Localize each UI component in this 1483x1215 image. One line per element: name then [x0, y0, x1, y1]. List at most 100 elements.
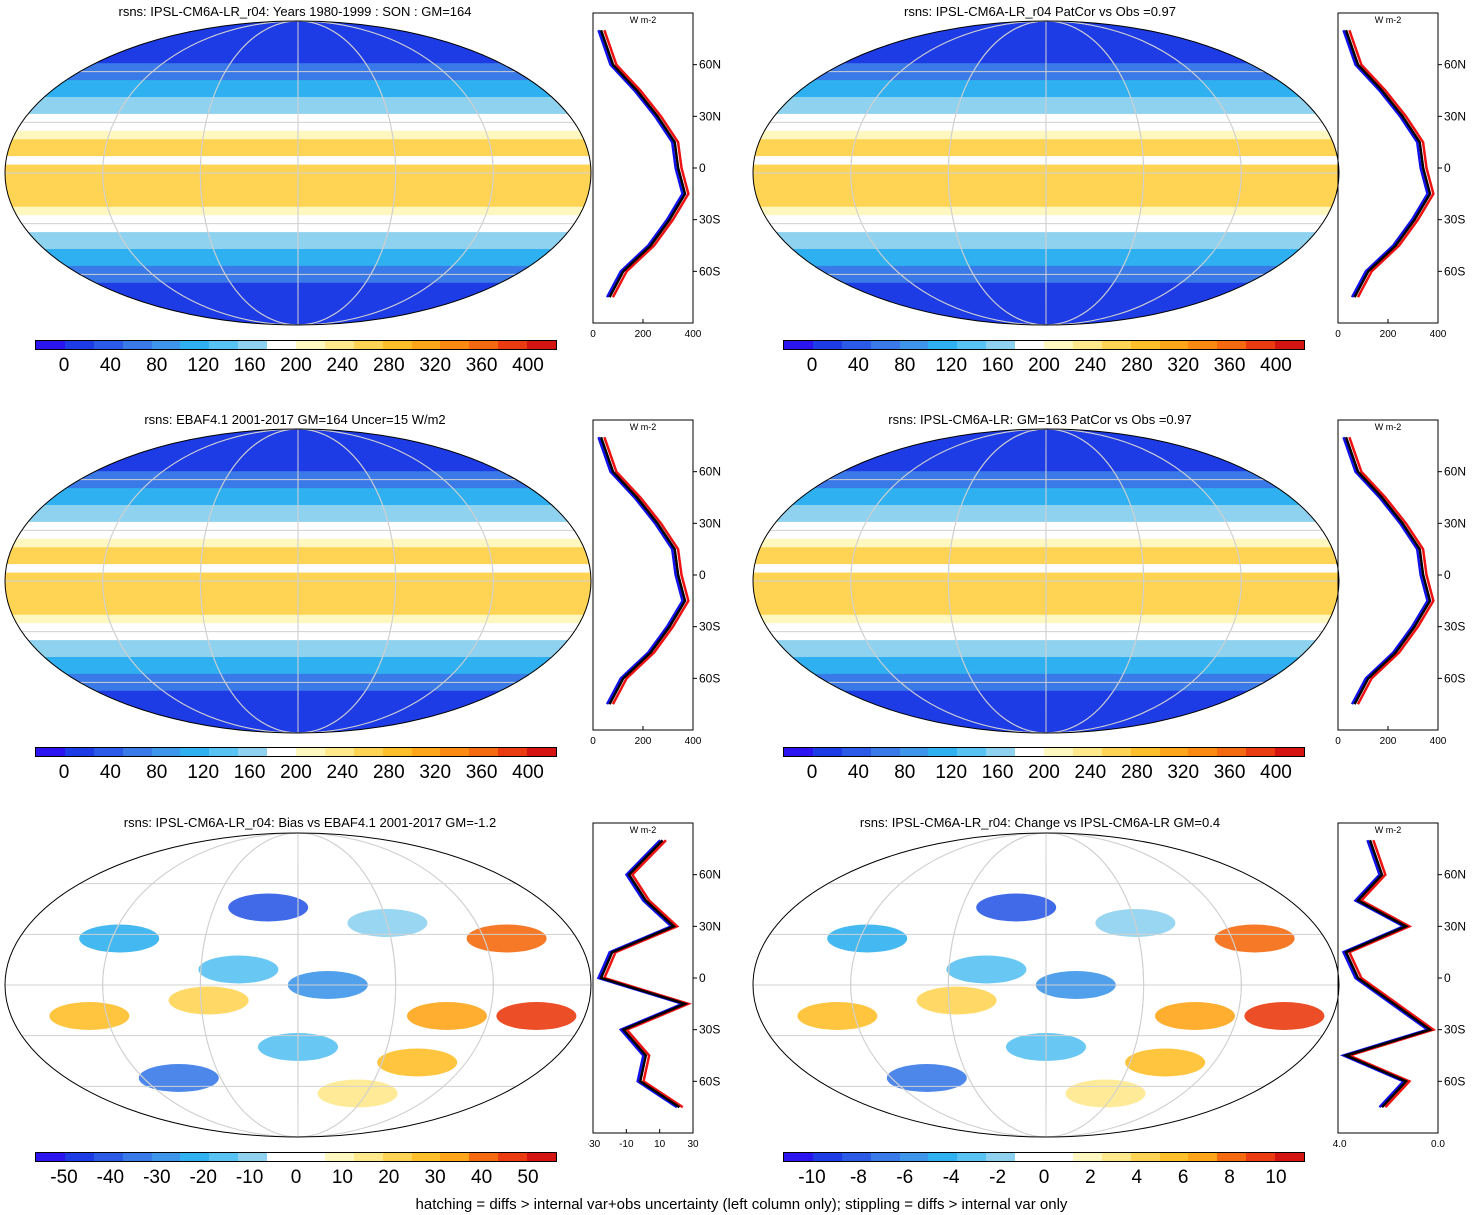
- map-outline: [752, 832, 1340, 1138]
- profile-line-model: [1345, 839, 1437, 1109]
- map-anomaly-blob: [168, 986, 249, 1015]
- profile-lat-label: 30N: [1444, 109, 1466, 123]
- profile-unit-label: W m-2: [1375, 15, 1402, 25]
- profile-line-mean: [1344, 436, 1432, 705]
- colorbar-swatch: [296, 1153, 325, 1161]
- colorbar-swatch: [1044, 341, 1073, 349]
- profile-line-model: [1348, 436, 1435, 705]
- figure-footnote: hatching = diffs > internal var+obs unce…: [415, 1196, 1068, 1213]
- colorbar-swatch: [527, 341, 557, 349]
- colorbar-tick-label: -20: [189, 1167, 217, 1188]
- colorbar-swatch: [957, 341, 987, 349]
- profile-line-obs: [597, 29, 684, 298]
- colorbar-swatch: [928, 748, 958, 756]
- colorbar-swatch: [870, 1153, 900, 1161]
- map-anomaly-blob: [1125, 1048, 1206, 1077]
- profile-x-label: 400: [685, 329, 702, 338]
- colorbar-swatch: [324, 748, 354, 756]
- map-anomaly-blob: [857, 878, 937, 906]
- colorbar-tick-label: 40: [847, 762, 869, 783]
- colorbar-swatch: [238, 1153, 268, 1161]
- map-anomaly-blob: [1214, 924, 1295, 953]
- colorbar-tick-label: 280: [1120, 762, 1153, 783]
- profile-line-mean: [1342, 839, 1433, 1109]
- panel-title-5: rsns: IPSL-CM6A-LR_r04: Bias vs EBAF4.1 …: [123, 815, 497, 830]
- colorbar-swatch: [498, 748, 528, 756]
- colorbar-swatch: [899, 1153, 929, 1161]
- colorbar-swatch: [784, 748, 813, 756]
- profile-unit-label: W m-2: [630, 15, 657, 25]
- colorbar-swatch: [440, 1153, 470, 1161]
- map-anomaly-blob: [916, 986, 997, 1015]
- colorbar-swatch: [1072, 341, 1102, 349]
- colorbar-labels-1: 0 40 80 120 160 200 240 280 320 360 400: [35, 355, 557, 376]
- colorbar-swatch: [1246, 1153, 1276, 1161]
- colorbar-swatch: [1101, 748, 1131, 756]
- graticule-meridian: [199, 833, 397, 1137]
- colorbar-swatch: [469, 1153, 499, 1161]
- profile-lat-label: 30S: [1444, 620, 1465, 634]
- panel-title-2: rsns: IPSL-CM6A-LR_r04 PatCor vs Obs =0.…: [903, 4, 1177, 19]
- graticule-meridian: [199, 429, 397, 733]
- map-anomaly-blob: [49, 1002, 130, 1030]
- profile-line-model: [603, 29, 690, 298]
- colorbar-swatch: [296, 341, 325, 349]
- profile-lat-label: 30S: [1444, 1023, 1465, 1037]
- colorbar-tick-label: 320: [419, 355, 452, 376]
- map-anomaly-blob: [138, 1064, 219, 1092]
- colorbar-swatch: [36, 341, 65, 349]
- colorbar-swatch: [469, 748, 499, 756]
- colorbar-swatch: [1101, 341, 1131, 349]
- colorbar-swatch: [1015, 748, 1045, 756]
- profile-lat-label: 30S: [699, 1023, 720, 1037]
- map-anomaly-blob: [797, 1002, 878, 1030]
- colorbar-tick-label: 240: [326, 762, 359, 783]
- colorbar-swatch: [64, 341, 94, 349]
- colorbar-tick-label: 400: [512, 762, 544, 783]
- map-anomaly-blob: [1065, 1079, 1146, 1108]
- profile-unit-label: W m-2: [1375, 825, 1402, 835]
- colorbar-tick-label: 0: [1038, 1167, 1050, 1188]
- profile-line-obs: [1342, 436, 1429, 705]
- profile-x-label: -4.0: [1333, 1139, 1347, 1148]
- colorbar-tick-label: 280: [1120, 355, 1153, 376]
- map-panel-6: [752, 832, 1340, 1138]
- colorbar-swatch: [1130, 1153, 1160, 1161]
- colorbar-swatch: [411, 748, 441, 756]
- colorbar-tick-label: -8: [849, 1167, 867, 1188]
- profile-lat-label: 30N: [699, 109, 721, 123]
- zonal-profile-2: W m-2 60N 30N 0 30S 60S 0 200 400: [1335, 12, 1466, 338]
- colorbar-swatch: [93, 341, 123, 349]
- profile-lat-label: 0: [699, 971, 706, 985]
- colorbar-tick-label: 120: [187, 355, 220, 376]
- colorbar-tick-label: 10: [1265, 1167, 1287, 1188]
- profile-line-model: [603, 436, 690, 705]
- profile-lat-label: 30N: [1444, 516, 1466, 530]
- colorbar-swatch: [180, 748, 210, 756]
- colorbar-tick-label: 10: [331, 1167, 353, 1188]
- colorbar-labels-4: 0 40 80 120 160 200 240 280 320 360 400: [783, 762, 1305, 783]
- colorbar-tick-label: 0: [58, 762, 70, 783]
- colorbar-swatch: [296, 748, 325, 756]
- colorbar-tick-label: 320: [1167, 355, 1200, 376]
- colorbar-tick-label: 40: [99, 762, 121, 783]
- colorbar-swatch: [1101, 1153, 1131, 1161]
- colorbar-tick-label: -50: [50, 1167, 78, 1188]
- colorbar-tick-label: -30: [143, 1167, 171, 1188]
- colorbar-swatch: [64, 1153, 94, 1161]
- profile-lat-label: 30S: [1444, 213, 1465, 227]
- colorbar-swatch: [353, 1153, 383, 1161]
- colorbar-swatch: [1188, 1153, 1218, 1161]
- colorbar-tick-label: 160: [233, 355, 266, 376]
- profile-x-label: 0: [1335, 329, 1341, 338]
- colorbar-swatch: [151, 1153, 181, 1161]
- colorbar-swatch: [812, 1153, 842, 1161]
- profile-frame: [1337, 822, 1439, 1134]
- panel-title-1: rsns: IPSL-CM6A-LR_r04: Years 1980-1999 …: [118, 4, 472, 19]
- colorbar-tick-label: 120: [187, 762, 220, 783]
- colorbar-tick-label: 320: [1167, 762, 1200, 783]
- map-anomaly-blob: [317, 1079, 398, 1108]
- profile-x-label: -30: [588, 1139, 601, 1148]
- colorbar-swatch: [267, 341, 297, 349]
- colorbar-swatch: [498, 1153, 528, 1161]
